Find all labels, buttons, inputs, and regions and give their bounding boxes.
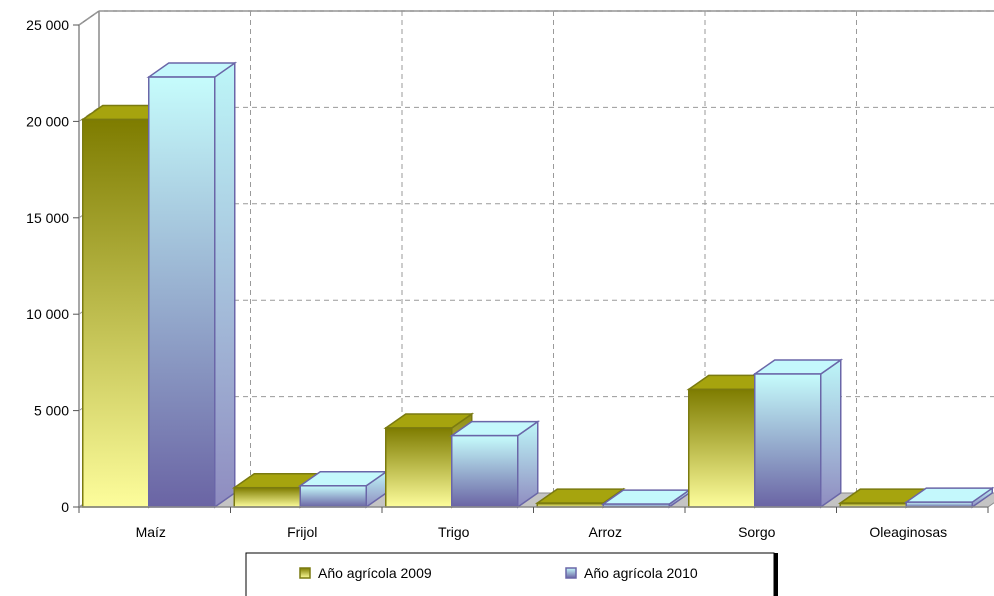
legend-swatch-2009 [299,567,311,579]
y-tick-label: 20 000 [26,113,69,129]
bar-2010-front [148,76,216,508]
x-tick-label: Arroz [589,524,622,540]
bar-2010 [903,486,994,509]
x-axis: Maíz Frijol Trigo Arroz Sorgo Oleaginosas [78,506,989,540]
bar-2010-side [820,358,842,509]
x-tick-label: Maíz [136,524,166,540]
bar-2009-front [233,486,301,508]
y-tick-label: 10 000 [26,306,69,322]
bars [80,61,994,509]
x-tick-label: Oleaginosas [869,524,947,540]
bar-2009-front [385,427,453,508]
bar-2010-front [754,373,822,508]
legend-box [245,552,775,596]
bar-2010-front [299,485,367,508]
gridline-side [78,10,100,26]
legend-label-2010: Año agrícola 2010 [584,565,698,581]
legend: Año agrícola 2009 Año agrícola 2010 [245,552,778,596]
y-tick-label: 0 [61,499,69,515]
y-axis: 0 5 000 10 000 15 000 20 000 25 000 [26,17,79,515]
y-tick-label: 25 000 [26,17,69,33]
bar-2010 [297,470,389,509]
x-tick-label: Trigo [438,524,470,540]
x-tick-label: Sorgo [738,524,776,540]
x-tick-label: Frijol [287,524,317,540]
bar-2010 [449,420,541,509]
legend-label-2009: Año agrícola 2009 [318,565,432,581]
y-tick-label: 5 000 [34,403,69,419]
y-tick-label: 15 000 [26,210,69,226]
bar-2009-front [82,118,150,508]
bar-2010-front [451,434,519,508]
bar-2009 [383,412,475,509]
bar-2010 [146,61,238,509]
bar-2009-front [688,388,756,508]
bar-2010-side [214,61,236,509]
legend-swatch-2010 [565,567,577,579]
bar-2010 [752,358,844,509]
